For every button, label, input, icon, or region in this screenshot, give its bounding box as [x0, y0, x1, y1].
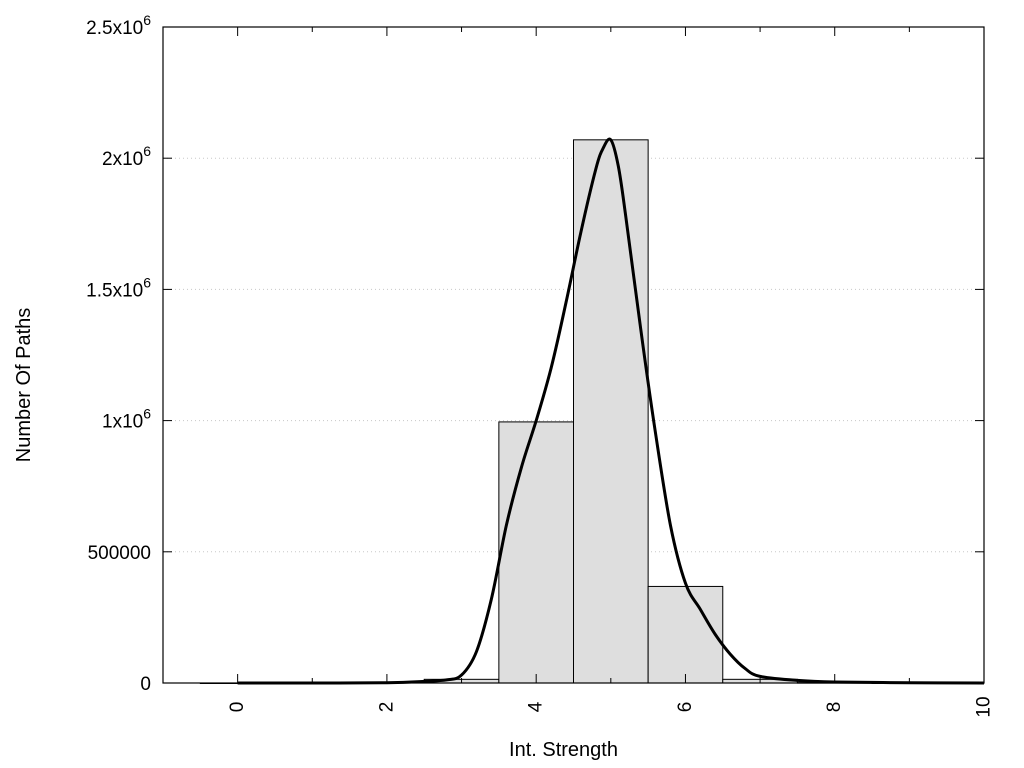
y-tick-label: 1.5x106 — [86, 274, 151, 301]
y-tick-label: 0 — [140, 674, 151, 695]
x-tick-label: 8 — [824, 702, 845, 713]
x-tick-label: 10 — [974, 696, 995, 717]
x-tick-label: 6 — [675, 702, 696, 713]
y-axis-ticks: 0 500000 1x106 1.5x106 2x106 2.5x106 — [86, 12, 984, 695]
y-tick-label: 2.5x106 — [86, 12, 151, 39]
grid-lines — [163, 157, 984, 553]
plot-frame — [162, 26, 985, 684]
y-tick-label: 2x106 — [102, 143, 151, 170]
x-tick-label: 0 — [227, 702, 248, 713]
y-axis-title: Number Of Paths — [13, 308, 35, 463]
histogram-bar — [647, 585, 724, 684]
histogram-bar — [498, 421, 575, 684]
x-tick-label: 2 — [376, 702, 397, 713]
x-tick-label: 4 — [526, 701, 547, 712]
fit-curve — [237, 137, 985, 685]
histogram-bars — [199, 139, 948, 684]
y-tick-label: 500000 — [88, 543, 151, 564]
x-axis-ticks: 0 2 4 6 8 10 — [227, 27, 995, 718]
x-axis-title: Int. Strength — [509, 739, 618, 761]
y-tick-label: 1x106 — [102, 406, 151, 433]
